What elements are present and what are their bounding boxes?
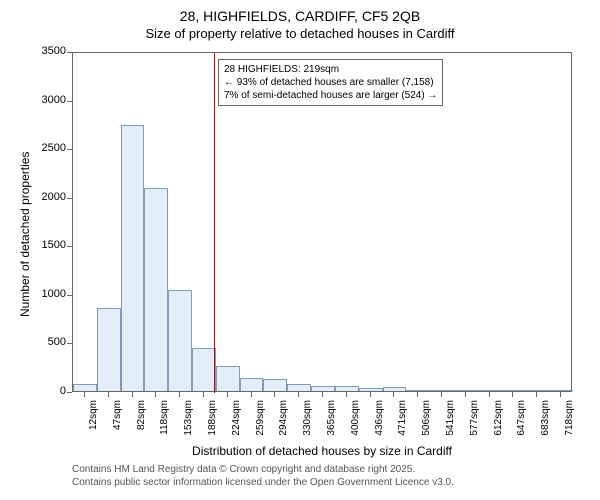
chart-title-1: 28, HIGHFIELDS, CARDIFF, CF5 2QB bbox=[0, 0, 600, 24]
y-tick-mark bbox=[67, 392, 72, 393]
x-tick-mark bbox=[108, 392, 109, 397]
annotation-box: 28 HIGHFIELDS: 219sqm← 93% of detached h… bbox=[218, 59, 443, 106]
annotation-line-2: ← 93% of detached houses are smaller (7,… bbox=[224, 76, 437, 89]
histogram-bar bbox=[478, 390, 502, 391]
x-tick-mark bbox=[251, 392, 252, 397]
x-tick-label: 153sqm bbox=[183, 400, 194, 448]
x-tick-label: 224sqm bbox=[231, 400, 242, 448]
x-tick-label: 47sqm bbox=[112, 400, 123, 448]
histogram-bar bbox=[454, 390, 478, 391]
histogram-bar bbox=[192, 348, 216, 391]
histogram-bar bbox=[359, 388, 383, 391]
x-tick-label: 365sqm bbox=[326, 400, 337, 448]
y-tick-label: 3000 bbox=[30, 94, 66, 106]
x-tick-label: 471sqm bbox=[397, 400, 408, 448]
histogram-bar bbox=[430, 390, 454, 391]
chart-title-2: Size of property relative to detached ho… bbox=[0, 24, 600, 41]
y-tick-label: 500 bbox=[30, 336, 66, 348]
x-tick-mark bbox=[298, 392, 299, 397]
x-tick-mark bbox=[465, 392, 466, 397]
x-tick-mark bbox=[155, 392, 156, 397]
x-tick-label: 506sqm bbox=[421, 400, 432, 448]
y-tick-label: 2000 bbox=[30, 191, 66, 203]
y-tick-mark bbox=[67, 295, 72, 296]
x-tick-mark bbox=[393, 392, 394, 397]
histogram-bar bbox=[168, 290, 192, 391]
x-tick-mark bbox=[536, 392, 537, 397]
histogram-bar bbox=[549, 390, 573, 391]
x-tick-mark bbox=[489, 392, 490, 397]
histogram-bar bbox=[216, 366, 240, 391]
y-tick-label: 0 bbox=[30, 385, 66, 397]
histogram-bar bbox=[311, 386, 335, 391]
y-tick-label: 1000 bbox=[30, 288, 66, 300]
y-tick-mark bbox=[67, 246, 72, 247]
histogram-bar bbox=[240, 378, 264, 391]
x-tick-label: 647sqm bbox=[516, 400, 527, 448]
y-tick-mark bbox=[67, 343, 72, 344]
histogram-bar bbox=[144, 188, 168, 391]
histogram-bar bbox=[502, 390, 526, 391]
annotation-line-1: 28 HIGHFIELDS: 219sqm bbox=[224, 63, 437, 76]
x-tick-label: 259sqm bbox=[255, 400, 266, 448]
x-tick-label: 118sqm bbox=[159, 400, 170, 448]
histogram-bar bbox=[335, 386, 359, 391]
y-tick-mark bbox=[67, 52, 72, 53]
y-tick-mark bbox=[67, 149, 72, 150]
x-tick-label: 612sqm bbox=[493, 400, 504, 448]
y-tick-label: 2500 bbox=[30, 142, 66, 154]
x-tick-mark bbox=[227, 392, 228, 397]
x-tick-label: 436sqm bbox=[374, 400, 385, 448]
footer-line-2: Contains public sector information licen… bbox=[72, 477, 454, 488]
y-tick-label: 3500 bbox=[30, 45, 66, 57]
chart-container: 28, HIGHFIELDS, CARDIFF, CF5 2QB Size of… bbox=[0, 0, 600, 500]
x-tick-label: 82sqm bbox=[136, 400, 147, 448]
x-tick-mark bbox=[84, 392, 85, 397]
y-tick-mark bbox=[67, 101, 72, 102]
histogram-bar bbox=[525, 390, 549, 391]
x-tick-mark bbox=[441, 392, 442, 397]
histogram-bar bbox=[383, 387, 407, 391]
x-tick-mark bbox=[346, 392, 347, 397]
x-tick-mark bbox=[370, 392, 371, 397]
x-tick-mark bbox=[179, 392, 180, 397]
footer-line-1: Contains HM Land Registry data © Crown c… bbox=[72, 464, 415, 475]
annotation-line-3: 7% of semi-detached houses are larger (5… bbox=[224, 89, 437, 102]
x-tick-label: 188sqm bbox=[207, 400, 218, 448]
x-tick-label: 718sqm bbox=[564, 400, 575, 448]
x-tick-label: 294sqm bbox=[278, 400, 289, 448]
plot-area: 28 HIGHFIELDS: 219sqm← 93% of detached h… bbox=[72, 52, 572, 392]
histogram-bar bbox=[406, 390, 430, 391]
x-tick-label: 12sqm bbox=[88, 400, 99, 448]
x-tick-label: 400sqm bbox=[350, 400, 361, 448]
x-tick-label: 541sqm bbox=[445, 400, 456, 448]
x-tick-label: 577sqm bbox=[469, 400, 480, 448]
x-tick-mark bbox=[560, 392, 561, 397]
x-tick-mark bbox=[417, 392, 418, 397]
x-tick-mark bbox=[132, 392, 133, 397]
y-tick-mark bbox=[67, 198, 72, 199]
histogram-bar bbox=[73, 384, 97, 391]
x-tick-mark bbox=[203, 392, 204, 397]
histogram-bar bbox=[263, 379, 287, 391]
histogram-bar bbox=[97, 308, 121, 391]
x-tick-label: 330sqm bbox=[302, 400, 313, 448]
histogram-bar bbox=[121, 125, 145, 391]
x-tick-label: 683sqm bbox=[540, 400, 551, 448]
reference-line bbox=[214, 53, 215, 393]
y-tick-label: 1500 bbox=[30, 239, 66, 251]
x-tick-mark bbox=[274, 392, 275, 397]
x-tick-mark bbox=[322, 392, 323, 397]
x-tick-mark bbox=[512, 392, 513, 397]
histogram-bar bbox=[287, 384, 311, 391]
